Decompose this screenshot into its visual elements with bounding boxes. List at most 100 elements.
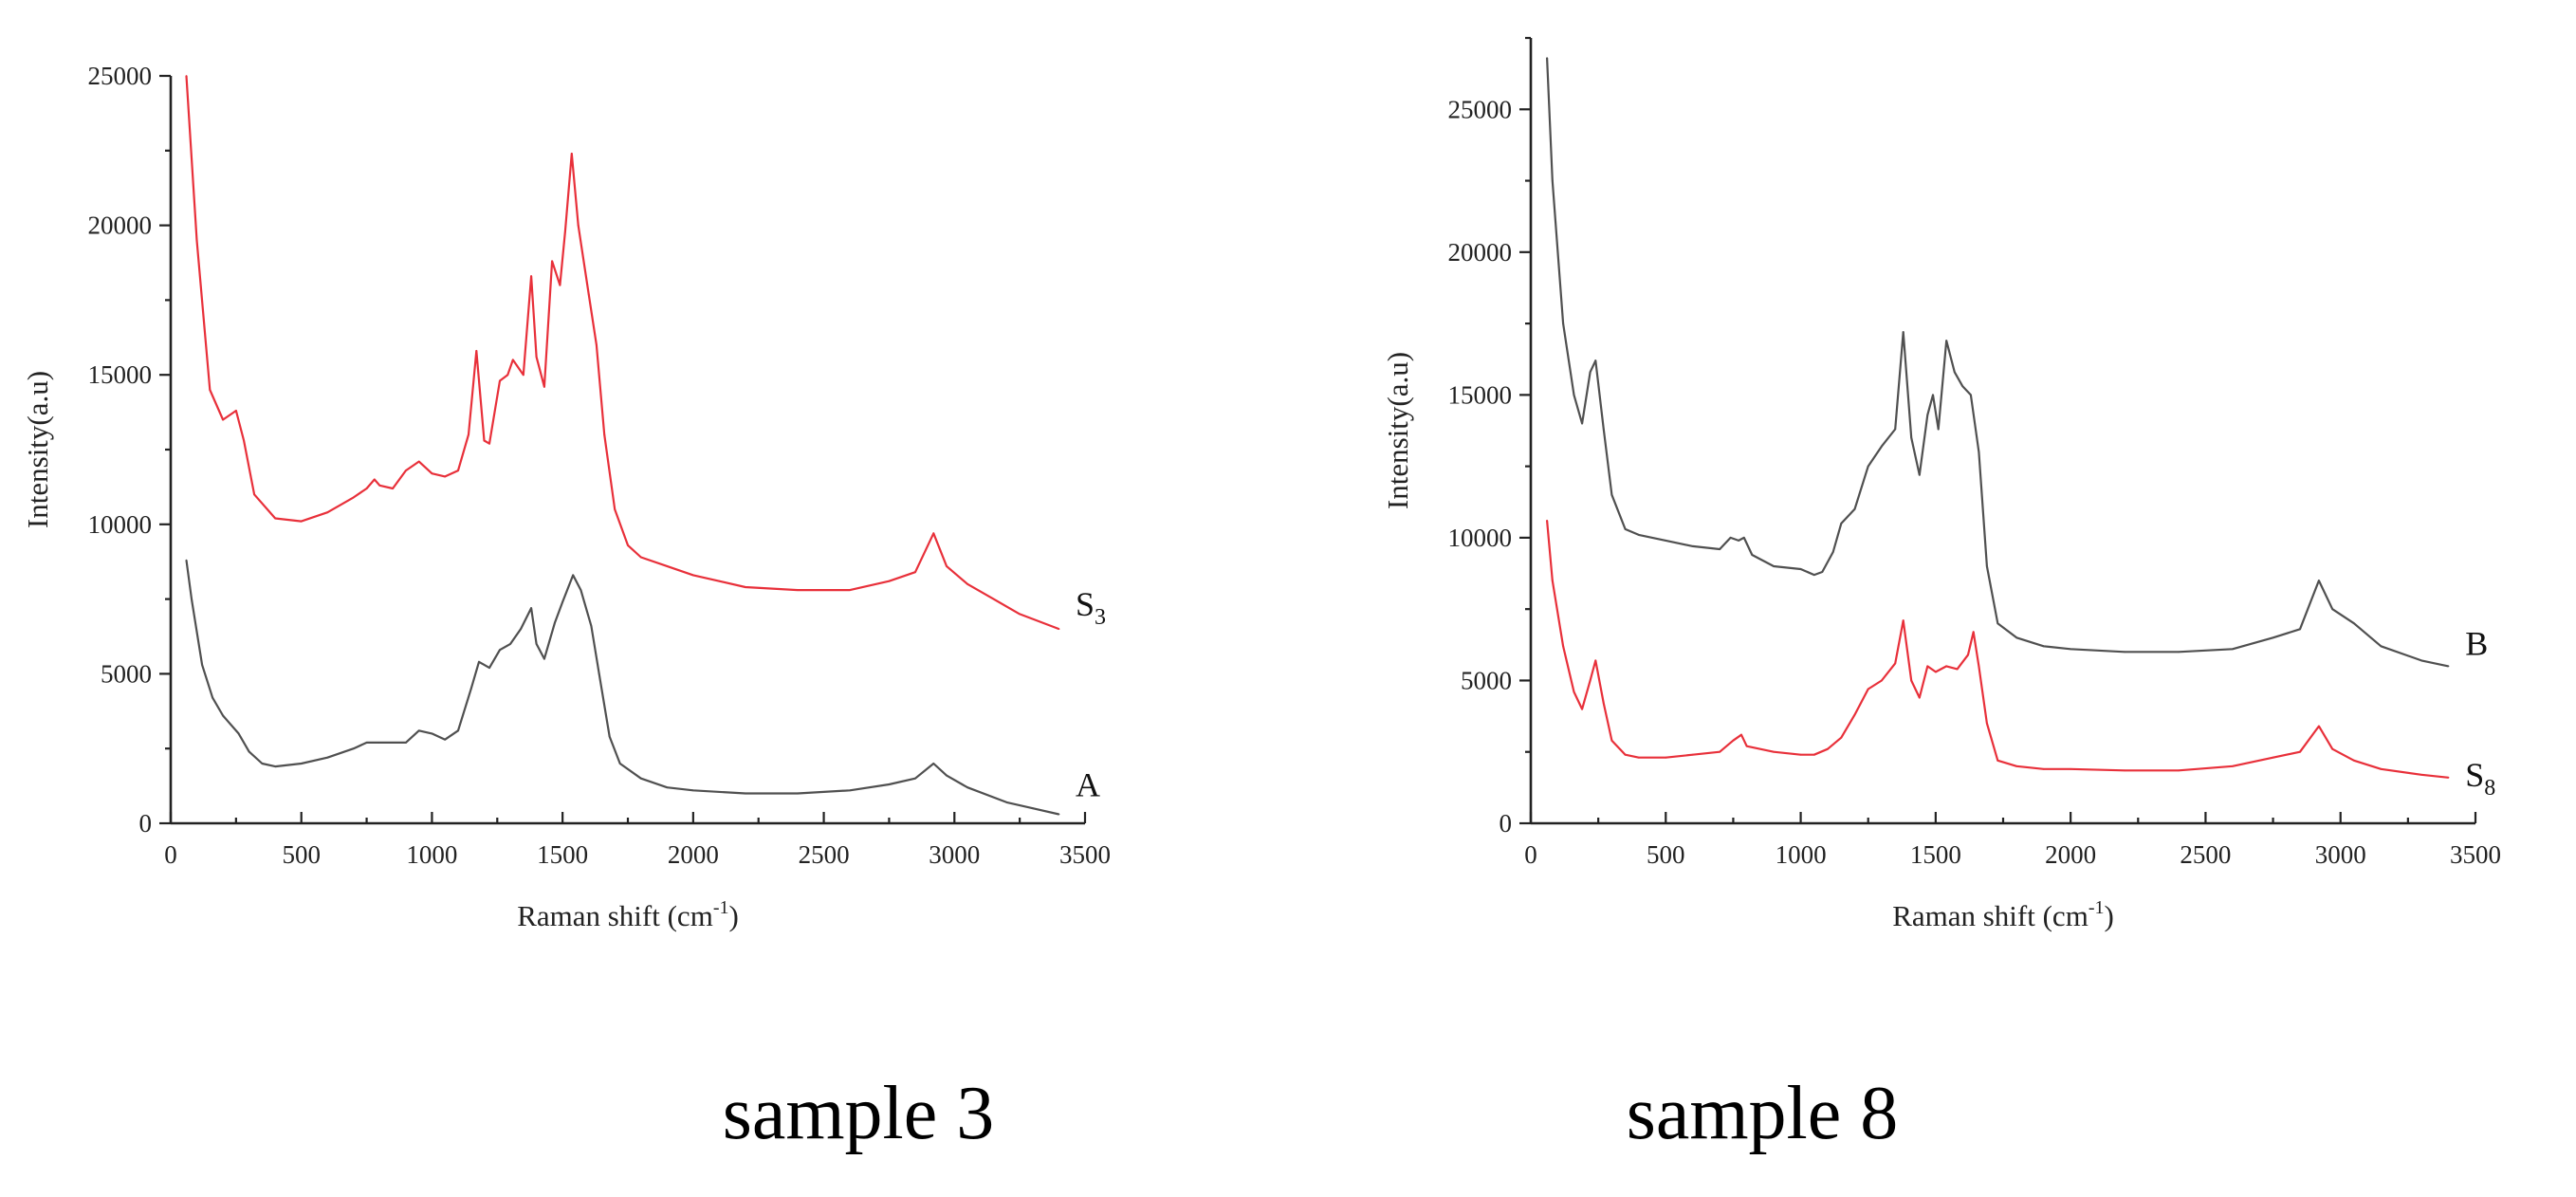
- chart-panel-2: 0 500 1000 1500 2000 2500 3000 3500 0 5000 10000 15…: [1381, 36, 2501, 932]
- data-point: [1773, 750, 1775, 753]
- data-point: [561, 600, 563, 603]
- data-point: [797, 589, 799, 591]
- data-point: [378, 484, 381, 487]
- data-point: [1799, 568, 1802, 570]
- series-label: S3: [1076, 585, 1106, 630]
- data-point: [191, 598, 193, 600]
- data-point: [966, 786, 968, 789]
- x-tick-label: 2000: [668, 840, 719, 869]
- data-point: [1751, 554, 1754, 556]
- data-point: [1812, 753, 1815, 756]
- data-point: [1945, 665, 1948, 668]
- data-point: [1867, 465, 1869, 468]
- data-point: [1840, 736, 1843, 739]
- data-point: [1853, 507, 1856, 510]
- data-point: [1546, 519, 1548, 522]
- data-point: [1691, 545, 1694, 547]
- data-point: [1691, 753, 1694, 756]
- data-point: [572, 574, 575, 577]
- data-point: [932, 532, 935, 535]
- data-point: [1610, 739, 1613, 742]
- series-label: B: [2465, 624, 2488, 662]
- data-point: [535, 356, 538, 359]
- data-point: [1058, 813, 1060, 816]
- data-point: [2232, 648, 2234, 651]
- data-point: [946, 774, 948, 777]
- data-point: [2272, 636, 2274, 639]
- data-point: [745, 792, 746, 795]
- data-point: [300, 520, 303, 523]
- data-point: [185, 559, 188, 562]
- data-point: [598, 672, 600, 675]
- data-point: [627, 544, 629, 546]
- x-tick-label: 2500: [2180, 840, 2231, 869]
- data-point: [499, 649, 501, 652]
- data-point: [1902, 331, 1904, 333]
- data-point: [587, 293, 590, 295]
- data-point: [1926, 414, 1929, 416]
- data-point: [1972, 631, 1975, 634]
- data-point: [1986, 565, 1988, 567]
- data-point: [2380, 645, 2383, 648]
- data-point: [222, 418, 225, 421]
- series-line-B: [1546, 58, 2449, 668]
- data-point: [237, 732, 240, 735]
- data-point: [564, 230, 566, 232]
- data-point: [2015, 764, 2018, 767]
- data-point: [1956, 668, 1959, 671]
- data-point: [1719, 750, 1721, 753]
- data-point: [253, 493, 255, 496]
- data-point: [1799, 753, 1802, 756]
- data-point: [2318, 725, 2320, 727]
- data-point: [201, 664, 204, 666]
- data-point: [468, 433, 469, 436]
- data-point: [577, 224, 580, 227]
- data-point: [596, 343, 598, 346]
- data-point: [431, 472, 433, 475]
- data-point: [1019, 613, 1021, 616]
- data-point: [559, 284, 561, 286]
- data-point: [946, 565, 948, 567]
- data-point: [1551, 179, 1554, 182]
- x-tick-label: 1000: [406, 840, 457, 869]
- data-point: [522, 374, 524, 377]
- data-point: [1581, 708, 1583, 710]
- data-point: [2042, 767, 2045, 770]
- series-line-A: [185, 560, 1059, 816]
- chart-panel-1: 0 500 1000 1500 2000 2500 3000 3500 0 5000 10000 15…: [21, 62, 1111, 932]
- data-point: [2070, 648, 2072, 651]
- data-point: [274, 765, 277, 767]
- data-point: [431, 732, 433, 735]
- y-tick-label: 0: [1500, 809, 1513, 838]
- y-tick-label: 25000: [88, 62, 153, 90]
- data-point: [603, 433, 606, 436]
- data-point: [457, 470, 459, 471]
- data-point: [457, 729, 459, 732]
- y-tick-label: 10000: [88, 510, 153, 539]
- y-tick-label: 20000: [1448, 238, 1513, 267]
- data-point: [1978, 451, 1980, 453]
- data-point: [1665, 540, 1667, 542]
- data-point: [797, 792, 799, 795]
- data-point: [1665, 756, 1667, 759]
- data-point: [405, 470, 407, 471]
- y-tick-label: 25000: [1448, 95, 1513, 123]
- data-point: [478, 660, 480, 663]
- data-point: [1745, 745, 1748, 747]
- y-tick-label: 15000: [88, 360, 153, 389]
- data-point: [1831, 551, 1834, 553]
- data-point: [365, 742, 368, 744]
- data-point: [1551, 580, 1554, 581]
- data-point: [488, 667, 490, 669]
- y-tick-label: 0: [139, 809, 153, 838]
- data-point: [692, 574, 694, 577]
- data-point: [235, 410, 237, 412]
- x-tick-label: 2500: [799, 840, 850, 869]
- data-point: [1840, 523, 1843, 525]
- data-point: [692, 789, 694, 792]
- data-point: [261, 763, 264, 764]
- x-tick-label: 3000: [2315, 840, 2366, 869]
- x-tick-label: 1500: [537, 840, 588, 869]
- data-point: [530, 275, 532, 278]
- data-point: [378, 742, 381, 744]
